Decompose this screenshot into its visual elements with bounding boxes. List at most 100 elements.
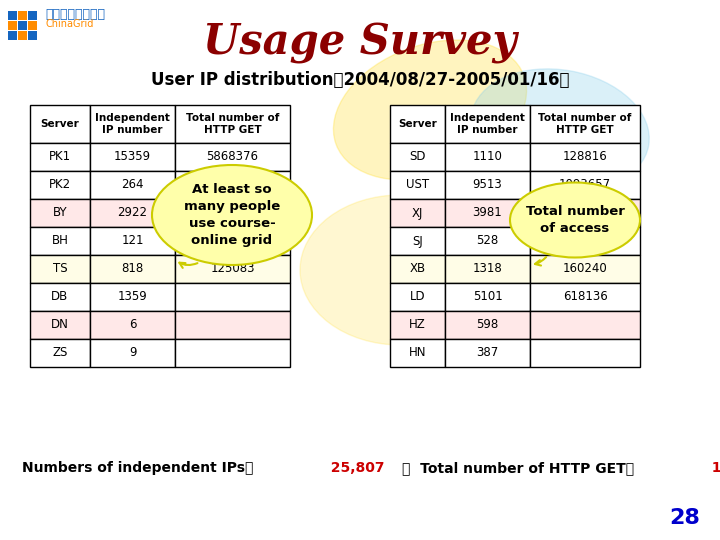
Bar bbox=[390, 105, 445, 143]
Bar bbox=[445, 199, 530, 227]
Text: BH: BH bbox=[52, 234, 68, 247]
Bar bbox=[390, 227, 445, 255]
Ellipse shape bbox=[152, 165, 312, 265]
Text: 697464: 697464 bbox=[562, 206, 608, 219]
Bar bbox=[90, 199, 175, 227]
Bar bbox=[30, 283, 90, 311]
Bar bbox=[175, 171, 290, 199]
Text: 9: 9 bbox=[129, 347, 136, 360]
Text: 5101: 5101 bbox=[472, 291, 503, 303]
Text: XB: XB bbox=[410, 262, 426, 275]
Bar bbox=[90, 227, 175, 255]
Text: HZ: HZ bbox=[409, 319, 426, 332]
Text: Numbers of independent IPs：: Numbers of independent IPs： bbox=[22, 461, 253, 475]
Text: 10383: 10383 bbox=[214, 234, 251, 247]
Bar bbox=[445, 283, 530, 311]
Text: 818: 818 bbox=[122, 262, 143, 275]
Bar bbox=[8, 21, 17, 30]
Bar bbox=[90, 283, 175, 311]
Ellipse shape bbox=[510, 183, 640, 258]
Bar bbox=[445, 311, 530, 339]
Text: 9513: 9513 bbox=[472, 179, 503, 192]
Text: ；  Total number of HTTP GET：: ； Total number of HTTP GET： bbox=[402, 461, 634, 475]
Bar bbox=[530, 171, 640, 199]
Text: 10970: 10970 bbox=[214, 179, 251, 192]
Bar bbox=[445, 171, 530, 199]
Text: 28: 28 bbox=[669, 508, 700, 528]
Text: 128816: 128816 bbox=[562, 151, 608, 164]
Text: 598: 598 bbox=[477, 319, 499, 332]
Text: UST: UST bbox=[406, 179, 429, 192]
Bar bbox=[175, 227, 290, 255]
Ellipse shape bbox=[120, 190, 280, 310]
Bar bbox=[530, 311, 640, 339]
Text: ZS: ZS bbox=[53, 347, 68, 360]
Bar bbox=[390, 339, 445, 367]
Text: Usage Survey: Usage Survey bbox=[203, 22, 517, 64]
Text: 12,569,855: 12,569,855 bbox=[702, 461, 720, 475]
Bar bbox=[530, 143, 640, 171]
Text: 387: 387 bbox=[477, 347, 499, 360]
Bar bbox=[90, 143, 175, 171]
Bar bbox=[175, 311, 290, 339]
Bar bbox=[8, 31, 17, 40]
Text: 121: 121 bbox=[121, 234, 144, 247]
Bar bbox=[18, 11, 27, 20]
Text: 6: 6 bbox=[129, 319, 136, 332]
Bar bbox=[390, 171, 445, 199]
Text: DB: DB bbox=[51, 291, 68, 303]
Text: 1093657: 1093657 bbox=[559, 179, 611, 192]
Bar bbox=[28, 21, 37, 30]
Bar bbox=[90, 255, 175, 283]
Text: User IP distribution（2004/08/27-2005/01/16）: User IP distribution（2004/08/27-2005/01/… bbox=[150, 71, 570, 89]
Bar bbox=[30, 255, 90, 283]
Bar bbox=[30, 311, 90, 339]
Text: 528: 528 bbox=[477, 234, 499, 247]
Bar bbox=[175, 283, 290, 311]
Bar bbox=[530, 227, 640, 255]
Text: At least so
many people
use course-
online grid: At least so many people use course- onli… bbox=[184, 183, 280, 247]
Bar bbox=[18, 21, 27, 30]
Bar bbox=[30, 105, 90, 143]
Text: DN: DN bbox=[51, 319, 69, 332]
Text: Total number of
HTTP GET: Total number of HTTP GET bbox=[539, 113, 631, 135]
Bar bbox=[390, 311, 445, 339]
Text: PK1: PK1 bbox=[49, 151, 71, 164]
Bar bbox=[90, 105, 175, 143]
Ellipse shape bbox=[300, 195, 500, 345]
Text: Server: Server bbox=[40, 119, 79, 129]
Text: PK2: PK2 bbox=[49, 179, 71, 192]
Bar bbox=[30, 339, 90, 367]
Bar bbox=[390, 143, 445, 171]
Bar bbox=[30, 227, 90, 255]
Bar bbox=[30, 199, 90, 227]
Bar bbox=[175, 105, 290, 143]
Text: 15359: 15359 bbox=[114, 151, 151, 164]
Bar bbox=[530, 339, 640, 367]
Bar bbox=[445, 143, 530, 171]
Bar bbox=[390, 199, 445, 227]
Text: 5868376: 5868376 bbox=[207, 151, 258, 164]
Text: SJ: SJ bbox=[412, 234, 423, 247]
Ellipse shape bbox=[471, 69, 649, 191]
Text: XJ: XJ bbox=[412, 206, 423, 219]
Bar bbox=[8, 11, 17, 20]
Bar bbox=[28, 31, 37, 40]
Text: HN: HN bbox=[409, 347, 426, 360]
Bar bbox=[30, 143, 90, 171]
Text: 640255: 640255 bbox=[210, 206, 255, 219]
Text: 160240: 160240 bbox=[562, 262, 608, 275]
Text: 1110: 1110 bbox=[472, 151, 503, 164]
Text: 125083: 125083 bbox=[210, 262, 255, 275]
Bar bbox=[175, 143, 290, 171]
Text: LD: LD bbox=[410, 291, 426, 303]
Text: Server: Server bbox=[398, 119, 437, 129]
Text: 1359: 1359 bbox=[117, 291, 148, 303]
Text: 1318: 1318 bbox=[472, 262, 503, 275]
Bar bbox=[175, 199, 290, 227]
Text: 265055: 265055 bbox=[563, 234, 607, 247]
Bar bbox=[445, 227, 530, 255]
Text: 2922: 2922 bbox=[117, 206, 148, 219]
Text: Independent
IP number: Independent IP number bbox=[450, 113, 525, 135]
Bar bbox=[90, 339, 175, 367]
